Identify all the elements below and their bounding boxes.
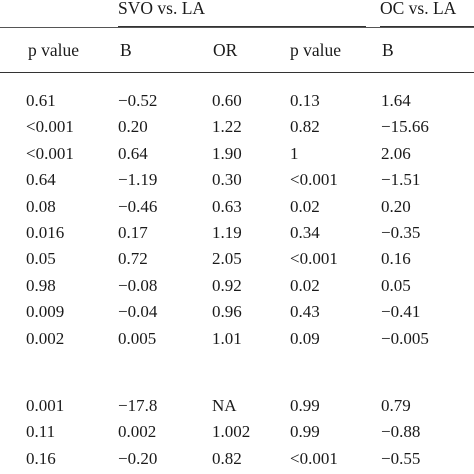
table-cell: <0.001 xyxy=(290,170,338,190)
table-cell: −15.66 xyxy=(381,117,429,137)
column-header-b-2: B xyxy=(382,40,394,60)
table-cell: 0.13 xyxy=(290,91,320,110)
table-cell: 1.64 xyxy=(381,91,411,110)
table-cell: 0.05 xyxy=(26,249,56,269)
table-cell: 0.96 xyxy=(212,302,242,322)
column-header-p-value-2: p value xyxy=(290,40,342,60)
table-cell: 0.016 xyxy=(26,223,65,242)
column-header-or: OR xyxy=(213,40,238,60)
table-cell: 0.79 xyxy=(381,396,411,415)
table-cell: −0.20 xyxy=(118,448,158,468)
column-header-p-value-1: p value xyxy=(28,40,80,60)
table-cell: <0.001 xyxy=(290,249,338,269)
table-cell: 0.09 xyxy=(290,328,320,348)
table-cell: 0.002 xyxy=(118,422,157,442)
group-header-svo-vs-la: SVO vs. LA xyxy=(118,0,206,18)
table-cell: 1.22 xyxy=(212,117,242,137)
table-cell: 0.16 xyxy=(381,249,411,269)
table-cell: 1.002 xyxy=(212,422,251,442)
table-cell: 1.01 xyxy=(212,328,242,348)
table-cell: −0.04 xyxy=(118,302,158,322)
table-cell: 0.63 xyxy=(212,196,242,216)
table-cell: 0.001 xyxy=(26,396,65,415)
header-top-rule xyxy=(0,27,474,28)
table-cell: 0.72 xyxy=(118,249,148,269)
table-cell: −1.51 xyxy=(381,170,421,190)
table-cell: <0.001 xyxy=(290,448,338,468)
table-cell: −0.88 xyxy=(381,422,421,442)
table-cell: −0.55 xyxy=(381,448,421,468)
table-cell: 1.90 xyxy=(212,143,242,163)
table-cell: 0.64 xyxy=(26,170,56,190)
table-cell: 0.02 xyxy=(290,196,320,216)
table-cell: 0.82 xyxy=(290,117,320,137)
table-cell: 0.08 xyxy=(26,196,56,216)
group-underline-svo xyxy=(118,26,366,27)
header-bottom-rule xyxy=(0,72,474,73)
table-cell: 0.99 xyxy=(290,422,320,442)
table-cell: −0.35 xyxy=(381,223,421,242)
table-cell: 0.82 xyxy=(212,448,242,468)
table-cell: 0.92 xyxy=(212,275,242,295)
table-cell: 0.002 xyxy=(26,328,65,348)
table-cell: 0.11 xyxy=(26,422,56,442)
table-cell: 0.60 xyxy=(212,91,242,110)
table-cell: −0.41 xyxy=(381,302,421,322)
table-cell: 0.009 xyxy=(26,302,65,322)
table-cell: 0.61 xyxy=(26,91,56,110)
table-cell: 0.005 xyxy=(118,328,157,348)
table-cell: 0.43 xyxy=(290,302,320,322)
column-header-b-1: B xyxy=(120,40,132,60)
table-cell: −0.005 xyxy=(381,328,429,348)
table-cell: −1.19 xyxy=(118,170,158,190)
table-cell: 0.20 xyxy=(118,117,148,137)
table-cell: 0.30 xyxy=(212,170,242,190)
table-cell: −0.52 xyxy=(118,91,158,110)
table-cell: 0.05 xyxy=(381,275,411,295)
group-header-oc-vs-la: OC vs. LA xyxy=(380,0,457,18)
table-cell: 0.34 xyxy=(290,223,320,242)
table-cell: 0.98 xyxy=(26,275,56,295)
group-underline-oc xyxy=(380,26,474,27)
table-cell: 0.17 xyxy=(118,223,148,242)
table-cell: 2.05 xyxy=(212,249,242,269)
table-cell: 1 xyxy=(290,143,299,163)
table-cell: 0.64 xyxy=(118,143,148,163)
table-cell: 0.16 xyxy=(26,448,56,468)
table-cell: 0.20 xyxy=(381,196,411,216)
table-cell: 0.99 xyxy=(290,396,320,415)
table-cell: NA xyxy=(212,396,237,415)
table-cell: 1.19 xyxy=(212,223,242,242)
table-cell: 0.02 xyxy=(290,275,320,295)
table-cell: −17.8 xyxy=(118,396,158,415)
table-cell: 2.06 xyxy=(381,143,411,163)
table-cell: <0.001 xyxy=(26,143,74,163)
table-cell: −0.08 xyxy=(118,275,158,295)
table-cell: −0.46 xyxy=(118,196,158,216)
table-cell: <0.001 xyxy=(26,117,74,137)
